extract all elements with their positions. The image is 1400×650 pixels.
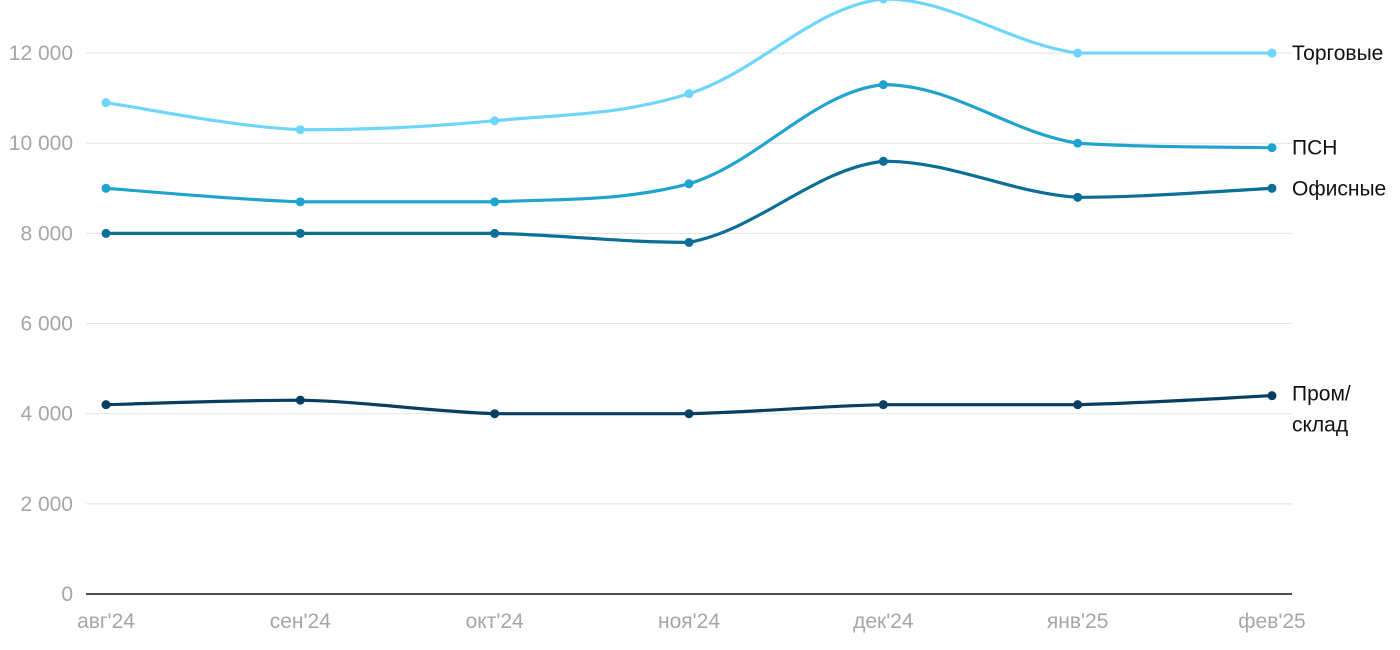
data-point-torgovye xyxy=(878,0,888,4)
series-label-ofisnye: Офисные xyxy=(1292,177,1386,200)
data-point-prom-sklad xyxy=(878,400,888,410)
series-label-prom-sklad: склад xyxy=(1292,414,1348,437)
data-point-psn xyxy=(101,183,111,193)
series-ofisnye xyxy=(101,156,1277,247)
data-point-prom-sklad xyxy=(295,395,305,405)
y-tick-label: 8 000 xyxy=(20,222,73,245)
data-point-torgovye xyxy=(1073,48,1083,58)
data-point-ofisnye xyxy=(878,156,888,166)
data-point-prom-sklad xyxy=(101,400,111,410)
data-point-torgovye xyxy=(684,89,694,99)
series-lines xyxy=(101,0,1277,419)
y-axis-ticks: 0 2 000 4 000 6 000 8 000 10 000 12 000 xyxy=(9,42,73,606)
data-point-torgovye xyxy=(101,98,111,108)
y-tick-label: 12 000 xyxy=(9,42,73,65)
x-tick-label: окт'24 xyxy=(466,610,524,633)
data-point-torgovye xyxy=(490,116,500,126)
x-tick-label: фев'25 xyxy=(1238,610,1305,633)
y-tick-label: 10 000 xyxy=(9,132,73,155)
data-point-ofisnye xyxy=(1073,192,1083,202)
x-tick-label: авг'24 xyxy=(77,610,135,633)
series-label-prom-sklad: Пром/ xyxy=(1292,383,1351,406)
data-point-prom-sklad xyxy=(490,409,500,419)
series-line-torgovye xyxy=(104,0,1274,132)
x-tick-label: ноя'24 xyxy=(658,610,720,633)
y-tick-label: 0 xyxy=(61,583,73,606)
data-point-psn xyxy=(295,197,305,207)
data-point-psn xyxy=(878,80,888,90)
data-point-ofisnye xyxy=(490,228,500,238)
data-point-psn xyxy=(490,197,500,207)
data-point-torgovye xyxy=(1267,48,1277,58)
data-point-psn xyxy=(684,179,694,189)
grid-lines xyxy=(86,52,1292,505)
x-tick-label: сен'24 xyxy=(270,610,331,633)
y-tick-label: 2 000 xyxy=(20,493,73,516)
data-point-torgovye xyxy=(295,125,305,135)
series-psn xyxy=(101,80,1277,207)
data-point-prom-sklad xyxy=(1073,400,1083,410)
data-point-ofisnye xyxy=(101,228,111,238)
y-tick-label: 6 000 xyxy=(20,313,73,336)
series-torgovye xyxy=(101,0,1277,135)
data-point-psn xyxy=(1267,143,1277,153)
series-labels: Торговые ПСН Офисные Пром/склад xyxy=(1292,42,1386,437)
y-tick-label: 4 000 xyxy=(20,403,73,426)
x-axis-ticks: авг'24 сен'24 окт'24 ноя'24 дек'24 янв'25 фев'… xyxy=(77,610,1306,633)
series-label-torgovye: Торговые xyxy=(1292,42,1383,65)
x-tick-label: янв'25 xyxy=(1047,610,1109,633)
x-tick-label: дек'24 xyxy=(853,610,914,633)
series-label-psn: ПСН xyxy=(1292,137,1337,160)
data-point-psn xyxy=(1073,138,1083,148)
data-point-prom-sklad xyxy=(1267,391,1277,401)
data-point-prom-sklad xyxy=(684,409,694,419)
series-prom-sklad xyxy=(101,391,1277,419)
data-point-ofisnye xyxy=(295,228,305,238)
data-point-ofisnye xyxy=(1267,183,1277,193)
data-point-ofisnye xyxy=(684,237,694,247)
